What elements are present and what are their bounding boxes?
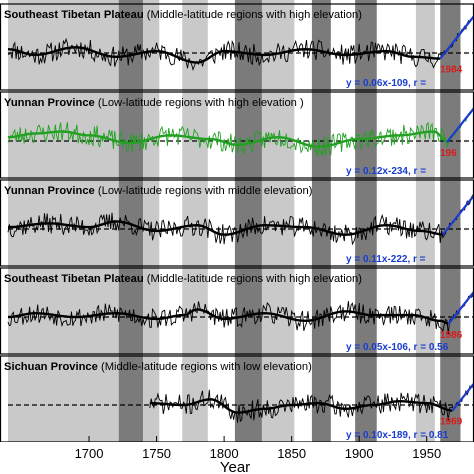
panel-title-region: Southeast Tibetan Plateau [4,9,144,21]
trend-equation: y = 0.05x-106, r = 0.56 [346,342,449,353]
panel-title-region: Southeast Tibetan Plateau [4,273,144,285]
panel-title-description: (Middle-latitude regions with high eleva… [144,9,363,21]
panel-title-description: (Low-latitude regions with high elevatio… [95,97,304,109]
shade-band-6 [261,0,295,442]
shade-band-8 [355,0,377,442]
trend-equation: y = 0.12x-234, r = [346,166,426,177]
series-2-smoothed [8,130,448,148]
shade-band-10 [440,0,461,442]
panel-3: Yunnan Province (Low-latitude regions wi… [0,179,474,267]
x-tick-label: 1750 [142,446,171,461]
x-tick-label: 1900 [345,446,374,461]
x-tick-label: 1950 [412,446,441,461]
trend-equation: y = 0.06x-109, r = [346,78,426,89]
trend-line [451,382,474,412]
panel-title: Southeast Tibetan Plateau (Middle-latitu… [4,273,362,285]
series-1-smoothed [7,46,441,64]
breakpoint-label: 1986 [440,330,463,341]
trend-line [439,15,474,60]
x-tick-label: 1850 [277,446,306,461]
breakpoint-label: 196 [440,148,457,159]
trend-equation: y = 0.11x-222, r = [346,254,426,265]
panel-title-region: Yunnan Province [4,185,95,197]
x-axis-label: Year [220,459,250,474]
series-5-smoothed [149,398,453,414]
shade-band-4 [207,0,235,442]
x-tick-label: 1700 [75,446,104,461]
panel-title: Yunnan Province (Low-latitude regions wi… [4,185,313,197]
trend-line [442,194,474,236]
panel-title-description: (Middle-latitude regions with high eleva… [144,273,363,285]
panel-5: Sichuan Province (Middle-latitude region… [0,355,474,442]
panel-title: Sichuan Province (Middle-latitude region… [4,361,312,373]
panel-4: Southeast Tibetan Plateau (Middle-latitu… [0,267,474,355]
panel-title: Yunnan Province (Low-latitude regions wi… [4,97,304,109]
series-3-smoothed [8,220,443,236]
shade-band-2 [143,0,160,442]
breakpoint-label: 1984 [440,65,463,76]
time-shading [8,0,461,442]
panel-title-region: Sichuan Province [4,361,98,373]
trend-line [446,107,474,143]
breakpoint-label: 1969 [440,417,463,428]
panel-title-description: (Low-latitude regions with middle elevat… [95,185,313,197]
panel-title-region: Yunnan Province [4,97,95,109]
chart-panels: Southeast Tibetan Plateau (Middle-latitu… [0,3,474,442]
series-5-annual [149,381,474,423]
trend-line [447,290,474,325]
panel-title: Southeast Tibetan Plateau (Middle-latitu… [4,9,362,21]
shade-band-7 [311,0,331,442]
x-tick-label: 1800 [210,446,239,461]
series-3-annual [7,193,474,246]
shade-band-0 [8,0,119,442]
trend-equation: y = 0.10x-189, r = 0.81 [346,430,449,441]
x-axis: 1700 1750 1800 1850 1900 1950 [75,436,441,461]
shade-band-3 [182,0,208,442]
series-4-smoothed [8,308,449,326]
shade-band-9 [415,0,435,442]
panel-title-description: (Middle-latitude regions with low elevat… [98,361,312,373]
panel-1: Southeast Tibetan Plateau (Middle-latitu… [0,3,474,91]
